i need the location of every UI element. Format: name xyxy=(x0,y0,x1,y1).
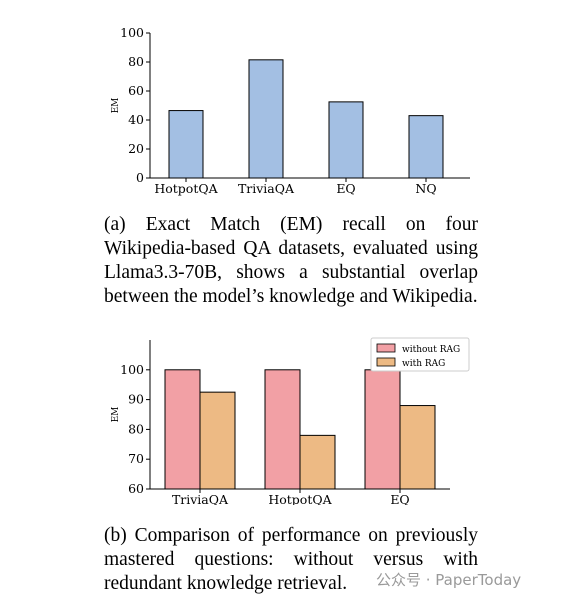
y-tick-label: 100 xyxy=(120,25,144,40)
y-tick-label: 20 xyxy=(128,141,144,156)
y-tick-label: 40 xyxy=(128,112,144,127)
x-tick-label: EQ xyxy=(390,492,409,505)
em-recall-chart: 0 20 40 60 80 100 EM HotpotQA TriviaQA EQ NQ xyxy=(111,25,470,196)
legend: without RAG with RAG xyxy=(370,337,470,372)
bar-nq xyxy=(408,115,444,179)
bar-eq xyxy=(328,101,364,179)
rag-comparison-chart: 60 70 80 90 100 EM TriviaQA HotpotQA EQ without R… xyxy=(111,337,470,505)
x-tick-label: TriviaQA xyxy=(238,181,295,196)
bar-triviaqa-with-rag xyxy=(199,391,236,490)
y-axis-label: EM xyxy=(111,407,121,423)
x-tick-label: EQ xyxy=(336,181,355,196)
watermark: 公众号 · PaperToday xyxy=(376,571,522,589)
legend-label: with RAG xyxy=(402,359,445,369)
caption-b: (b) Comparison of performance on previou… xyxy=(104,525,478,594)
x-tick-label: NQ xyxy=(415,181,436,196)
bar-hotpotqa-with-rag xyxy=(299,434,336,490)
x-tick-label: HotpotQA xyxy=(268,492,332,505)
bar-hotpotqa-without-rag xyxy=(264,369,301,490)
y-tick-label: 0 xyxy=(136,170,144,185)
y-tick-label: 90 xyxy=(128,392,144,407)
bar-triviaqa xyxy=(248,59,284,179)
caption-a: (a) Exact Match (EM) recall on four Wiki… xyxy=(104,214,478,307)
x-tick-label: HotpotQA xyxy=(154,181,218,196)
bar-eq-with-rag xyxy=(399,405,436,490)
legend-box xyxy=(370,337,470,372)
legend-swatch xyxy=(376,357,396,367)
y-tick-label: 70 xyxy=(128,451,144,466)
bar-triviaqa-without-rag xyxy=(164,369,201,490)
y-tick-label: 60 xyxy=(128,481,144,496)
y-tick-label: 80 xyxy=(128,54,144,69)
x-tick-label: TriviaQA xyxy=(172,492,229,505)
legend-swatch xyxy=(376,343,396,353)
bar-hotpotqa xyxy=(168,110,204,179)
y-axis-label: EM xyxy=(111,98,121,114)
y-tick-label: 100 xyxy=(120,362,144,377)
y-tick-label: 80 xyxy=(128,421,144,436)
legend-label: without RAG xyxy=(402,345,460,355)
bar-eq-without-rag xyxy=(364,369,401,490)
y-tick-label: 60 xyxy=(128,83,144,98)
